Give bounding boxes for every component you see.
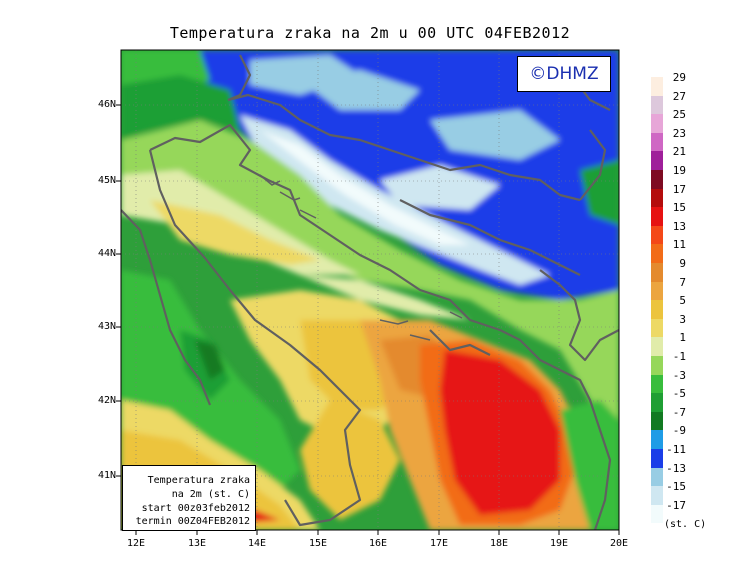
colorbar-label: -9: [672, 424, 686, 438]
colorbar-swatch: [651, 300, 663, 319]
lon-label-17e: 17E: [429, 538, 449, 549]
colorbar-label: -1: [672, 350, 686, 363]
colorbar-swatch: [651, 356, 663, 375]
colorbar-swatch: [651, 225, 663, 245]
colorbar-swatch: [651, 132, 663, 152]
colorbar-swatch: [651, 318, 663, 338]
lat-label-44n: 44N: [97, 248, 116, 259]
colorbar-swatch: [651, 151, 663, 170]
colorbar-swatch: [651, 449, 663, 468]
lat-label-42n: 42N: [97, 395, 116, 406]
colorbar-label: 9: [679, 257, 686, 270]
colorbar-swatch: [651, 337, 663, 356]
legend-line-2: na 2m (st. C): [171, 489, 250, 500]
colorbar-label: 7: [679, 275, 686, 289]
colorbar-label: 11: [672, 238, 686, 252]
colorbar-label: 27: [672, 89, 686, 103]
colorbar-swatch: [651, 430, 663, 449]
colorbar-label: -5: [672, 387, 686, 401]
colorbar-label: -17: [666, 498, 686, 512]
legend-line-1: Temperatura zraka: [147, 475, 250, 486]
lon-label-14e: 14E: [247, 538, 267, 549]
colorbar-swatch: [651, 411, 663, 431]
colorbar-label: 15: [672, 201, 686, 215]
lat-label-41n: 41N: [97, 470, 116, 481]
colorbar-label: -13: [666, 461, 686, 475]
colorbar-swatch: [651, 207, 663, 226]
lon-label-16e: 16E: [368, 538, 388, 549]
colorbar-swatch: [651, 244, 663, 263]
lat-label-45n: 45N: [97, 175, 116, 186]
colorbar-swatch: [651, 77, 663, 96]
lon-label-20e: 20E: [609, 538, 629, 549]
lon-label-13e: 13E: [187, 538, 207, 549]
colorbar-label: -15: [666, 480, 686, 494]
colorbar-swatch: [651, 170, 663, 189]
lon-label-19e: 19E: [549, 538, 569, 549]
colorbar-label: 13: [672, 219, 686, 233]
units-label: (st. C): [664, 519, 707, 530]
lat-label-46n: 46N: [97, 99, 116, 110]
legend-line-4: termin 00Z04FEB2012: [135, 516, 250, 527]
colorbar-swatch: [651, 114, 663, 133]
legend-line-3: start 00z03feb2012: [141, 503, 250, 514]
colorbar-label: 5: [679, 294, 686, 308]
colorbar-label: -3: [672, 368, 686, 382]
colorbar-swatch: [651, 95, 663, 115]
colorbar-swatch: [651, 188, 663, 208]
lon-label-18e: 18E: [489, 538, 509, 549]
colorbar-swatch: [651, 467, 663, 487]
colorbar-swatch: [651, 486, 663, 505]
colorbar-label: -11: [666, 443, 686, 456]
colorbar-label: 29: [672, 71, 686, 84]
colorbar-swatch: [651, 393, 663, 412]
colorbar-label: -7: [672, 405, 686, 419]
lon-label-15e: 15E: [308, 538, 328, 549]
colorbar-label: 21: [672, 145, 686, 159]
colorbar-swatch: [651, 504, 663, 524]
lon-label-12e: 12E: [126, 538, 146, 549]
colorbar-label: 23: [672, 126, 686, 140]
colorbar-label: 19: [672, 164, 686, 177]
lat-label-43n: 43N: [97, 321, 116, 332]
colorbar-label: 3: [679, 312, 686, 326]
map-title: Temperatura zraka na 2m u 00 UTC 04FEB20…: [169, 24, 571, 42]
colorbar-label: 17: [672, 182, 686, 196]
colorbar-label: 1: [679, 331, 686, 345]
colorbar-swatch: [651, 281, 663, 301]
dhmz-logo: ©DHMZ: [517, 56, 611, 92]
colorbar-label: 25: [672, 108, 686, 122]
colorbar-swatch: [651, 263, 663, 282]
colorbar-swatch: [651, 374, 663, 394]
legend-box: Temperatura zraka na 2m (st. C) start 00…: [122, 465, 256, 531]
